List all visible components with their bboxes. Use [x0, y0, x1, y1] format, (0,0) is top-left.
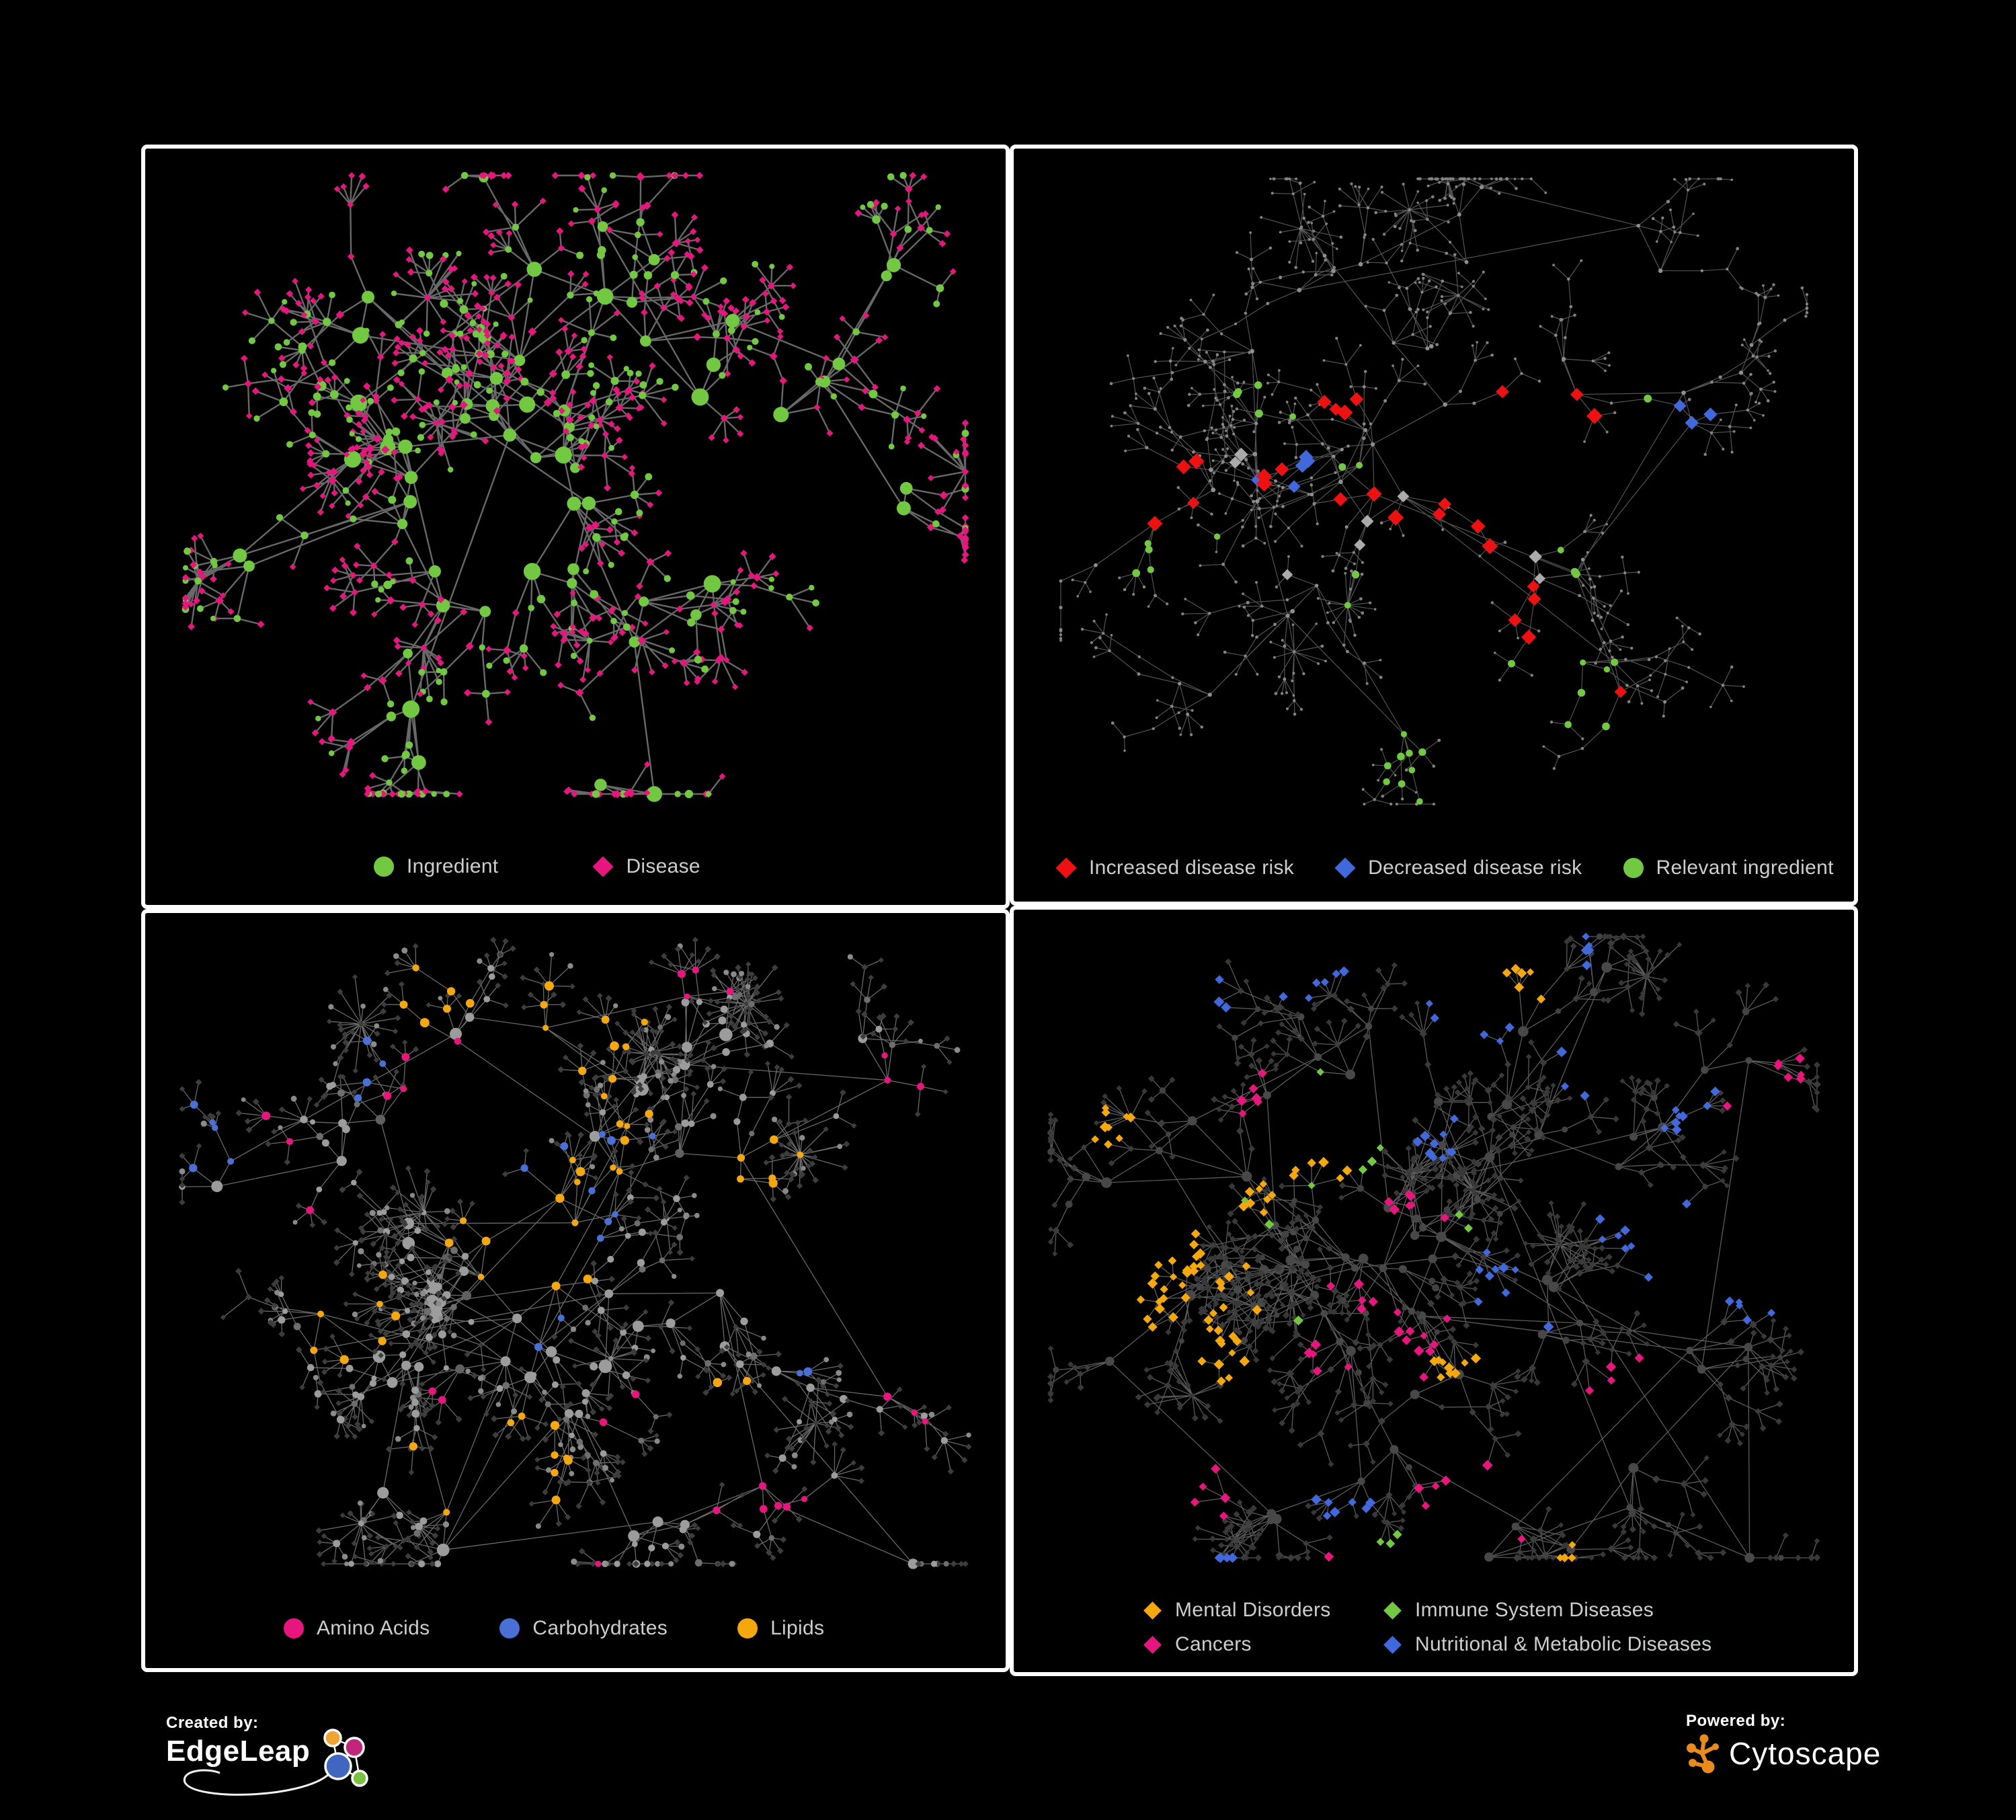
legend-label-nutritional-metabolic: Nutritional & Metabolic Diseases	[1415, 1633, 1712, 1655]
legend-item-disease: Disease	[592, 855, 700, 878]
legend-item-mental-disorders: Mental Disorders	[1141, 1599, 1381, 1622]
network-edges	[1060, 178, 1808, 805]
legend-disease-risk: Increased disease risk Decreased disease…	[1055, 857, 1834, 879]
legend-item-ingredient: Ingredient	[373, 855, 498, 878]
cytoscape-logo-icon	[1687, 1734, 1719, 1774]
legend-label-lipids: Lipids	[770, 1617, 825, 1639]
created-by-label: Created by:	[166, 1714, 259, 1732]
mental-disorders-diamond-icon	[1141, 1599, 1163, 1621]
legend-label-cancers: Cancers	[1175, 1633, 1252, 1655]
legend-label-disease: Disease	[626, 855, 700, 877]
network-edges	[184, 174, 967, 795]
cancers-diamond-icon	[1141, 1634, 1163, 1655]
legend-label-carbohydrates: Carbohydrates	[532, 1617, 668, 1639]
increased-risk-diamond-icon	[1055, 857, 1077, 879]
relevant-ingredient-circle-icon	[1623, 857, 1644, 879]
legend-label-relevant-ingredient: Relevant ingredient	[1656, 857, 1834, 879]
network-nodes	[1059, 177, 1809, 806]
cytoscape-brand-name: Cytoscape	[1729, 1736, 1882, 1771]
legend-item-relevant-ingredient: Relevant ingredient	[1623, 857, 1834, 879]
legend-item-decreased-risk: Decreased disease risk	[1334, 857, 1582, 879]
legend-item-cancers: Cancers	[1141, 1633, 1381, 1656]
carbohydrates-circle-icon	[499, 1618, 520, 1639]
legend-label-immune-diseases: Immune System Diseases	[1415, 1599, 1654, 1621]
disease-diamond-icon	[592, 856, 614, 877]
network-edges	[182, 939, 969, 1565]
disease-classes-network-graph	[1047, 933, 1821, 1563]
legend-ingredient-disease: Ingredient Disease	[373, 855, 700, 878]
edgeleap-brand-name: EdgeLeap	[166, 1735, 311, 1768]
network-nodes	[179, 937, 972, 1569]
legend-item-immune-diseases: Immune System Diseases	[1381, 1599, 1711, 1622]
legend-item-nutritional-metabolic: Nutritional & Metabolic Diseases	[1381, 1633, 1711, 1656]
ingredient-circle-icon	[373, 856, 395, 877]
network-highlight-nodes	[1132, 381, 1718, 805]
ingredient-disease-network-graph	[182, 171, 969, 802]
network-nodes	[1047, 933, 1821, 1563]
immune-diseases-diamond-icon	[1381, 1599, 1403, 1621]
lipids-circle-icon	[737, 1618, 758, 1639]
network-edges	[1050, 936, 1818, 1558]
network-highlight-nodes	[189, 964, 928, 1567]
panel-disease-risk: Increased disease risk Decreased disease…	[1010, 145, 1858, 906]
disease-risk-network-graph	[1059, 177, 1809, 806]
edgeleap-logo-icon	[184, 1729, 369, 1796]
legend-item-carbohydrates: Carbohydrates	[499, 1617, 668, 1640]
decreased-risk-diamond-icon	[1334, 857, 1356, 879]
panel-nutrient-classes: Amino Acids Carbohydrates Lipids	[141, 909, 1010, 1672]
legend-nutrient-classes: Amino Acids Carbohydrates Lipids	[283, 1617, 824, 1640]
legend-item-amino-acids: Amino Acids	[283, 1617, 430, 1640]
panel-disease-classes: Mental Disorders Immune System Diseases …	[1010, 906, 1858, 1676]
powered-by-label: Powered by:	[1686, 1712, 1786, 1730]
network-nodes	[182, 171, 969, 802]
panel-ingredient-disease: Ingredient Disease	[141, 145, 1010, 909]
legend-label-ingredient: Ingredient	[407, 855, 499, 877]
legend-label-amino-acids: Amino Acids	[317, 1617, 430, 1639]
nutritional-metabolic-diamond-icon	[1381, 1634, 1403, 1655]
legend-item-increased-risk: Increased disease risk	[1055, 857, 1294, 879]
legend-label-decreased-risk: Decreased disease risk	[1368, 857, 1582, 879]
legend-label-mental-disorders: Mental Disorders	[1175, 1599, 1331, 1621]
legend-label-increased-risk: Increased disease risk	[1089, 857, 1295, 879]
edgeleap-credit: Created by: EdgeLeap	[166, 1714, 374, 1796]
legend-item-lipids: Lipids	[737, 1617, 824, 1640]
amino-acids-circle-icon	[283, 1618, 305, 1639]
cytoscape-credit: Powered by: Cytoscape	[1686, 1712, 1881, 1774]
nutrient-classes-network-graph	[179, 937, 972, 1569]
legend-disease-classes: Mental Disorders Immune System Diseases …	[1141, 1599, 1711, 1656]
